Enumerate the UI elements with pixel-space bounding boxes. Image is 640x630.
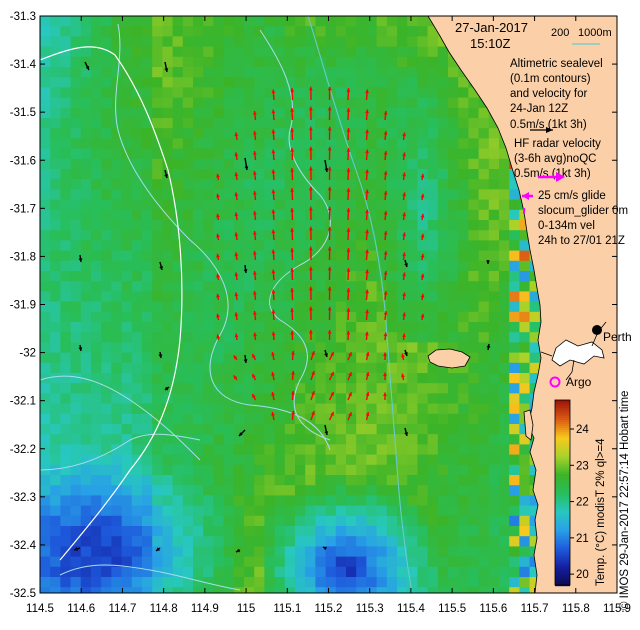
svg-text:0-134m vel: 0-134m vel	[538, 220, 595, 232]
y-axis-ticks: -31.3 -31.4 -31.5 -31.6 -31.7 -31.8 -31.9 -32 -3…	[10, 11, 617, 600]
x-tick-label: 115.9	[603, 603, 631, 615]
perth-label: Perth	[603, 330, 632, 344]
x-tick-label: 115.3	[356, 603, 384, 615]
svg-text:0.5m/s (1kt 3h): 0.5m/s (1kt 3h)	[514, 168, 591, 180]
y-tick-label: -31.3	[10, 11, 36, 23]
x-tick-label: 114.7	[108, 603, 136, 615]
y-tick-label: -32.1	[10, 396, 36, 408]
perth-marker	[592, 325, 602, 335]
date-label: 27-Jan-2017	[455, 20, 528, 35]
x-tick-label: 115	[237, 603, 255, 615]
altimetric-legend: Altimetric sealevel (0.1m contours) and …	[510, 58, 603, 133]
svg-text:24h to 27/01 21Z: 24h to 27/01 21Z	[538, 235, 625, 247]
y-tick-label: -32.5	[10, 588, 36, 600]
depth-contour-200m	[307, 16, 413, 593]
x-tick-label: 115.1	[273, 603, 301, 615]
y-tick-label: -31.7	[10, 203, 36, 215]
y-tick-label: -31.8	[10, 251, 36, 263]
svg-text:(3-6h avg)noQC: (3-6h avg)noQC	[514, 153, 596, 165]
x-tick-label: 115.5	[438, 603, 466, 615]
y-tick-label: -31.4	[10, 59, 37, 71]
garden-island	[523, 409, 534, 441]
argo-label: Argo	[566, 375, 592, 389]
y-tick-label: -32	[19, 348, 36, 360]
colorbar-tick-label: 21	[576, 533, 589, 545]
colorbar-title: Temp. (°C) modisT 2% ql>=4	[595, 438, 607, 586]
depth-1000-label: 1000m	[578, 27, 612, 39]
svg-text:24-Jan 12Z: 24-Jan 12Z	[510, 103, 568, 115]
svg-text:Altimetric sealevel: Altimetric sealevel	[510, 58, 603, 70]
y-tick-label: -31.9	[10, 300, 36, 312]
river-estuary	[551, 339, 605, 367]
y-tick-label: -31.5	[10, 107, 36, 119]
svg-text:HF radar velocity: HF radar velocity	[514, 138, 601, 150]
x-tick-label: 114.6	[67, 603, 95, 615]
x-tick-label: 115.7	[521, 603, 549, 615]
hf-radar-scale-arrow-icon	[538, 172, 565, 182]
altimetric-scale-arrow-icon	[530, 127, 553, 133]
hf-radar-legend: HF radar velocity (3-6h avg)noQC 0.5m/s …	[514, 138, 601, 182]
y-tick-label: -31.6	[10, 155, 36, 167]
y-tick-label: -32.2	[10, 444, 36, 456]
rottnest-island	[427, 348, 471, 369]
x-tick-label: 114.9	[191, 603, 219, 615]
svg-text:and velocity for: and velocity for	[510, 88, 588, 100]
x-tick-label: 115.4	[397, 603, 426, 615]
glider-track-icon	[522, 192, 533, 214]
argo-float-marker	[549, 376, 561, 388]
x-axis-ticks: 114.5 114.6 114.7 114.8 114.9 115 115.1 115.2 11…	[26, 16, 631, 615]
colorbar-tick-label: 23	[576, 460, 589, 472]
colorbar-tick-label: 20	[576, 569, 589, 581]
x-tick-label: 115.2	[315, 603, 343, 615]
svg-text:(0.1m contours): (0.1m contours)	[510, 73, 591, 85]
svg-text:slocum_glider 0m: slocum_glider 0m	[538, 205, 628, 217]
svg-text:0.5m/s (1kt 3h): 0.5m/s (1kt 3h)	[510, 119, 587, 131]
sea-level-contours	[40, 23, 331, 591]
imos-credit: © IMOS 29-Jan-2017 22:57:14 Hobart time	[619, 391, 631, 610]
temperature-colorbar: 20 21 22 23 24 Temp. (°C) modisT 2% ql>=4	[554, 399, 607, 587]
colorbar-tick-label: 24	[576, 424, 589, 436]
depth-200-label: 200	[551, 27, 569, 39]
x-tick-label: 114.5	[26, 603, 54, 615]
x-tick-label: 114.8	[150, 603, 178, 615]
svg-text:25 cm/s glide: 25 cm/s glide	[538, 190, 606, 202]
colorbar-tick-label: 22	[576, 497, 589, 509]
y-tick-label: -32.3	[10, 492, 36, 504]
velocity-arrows	[73, 61, 491, 553]
time-label: 15:10Z	[470, 36, 511, 51]
depth-contour-1000m	[40, 46, 183, 561]
x-tick-label: 115.8	[562, 603, 590, 615]
y-tick-label: -32.4	[10, 540, 37, 552]
x-tick-label: 115.6	[479, 603, 507, 615]
glider-legend: 25 cm/s glide slocum_glider 0m 0-134m ve…	[522, 190, 628, 247]
